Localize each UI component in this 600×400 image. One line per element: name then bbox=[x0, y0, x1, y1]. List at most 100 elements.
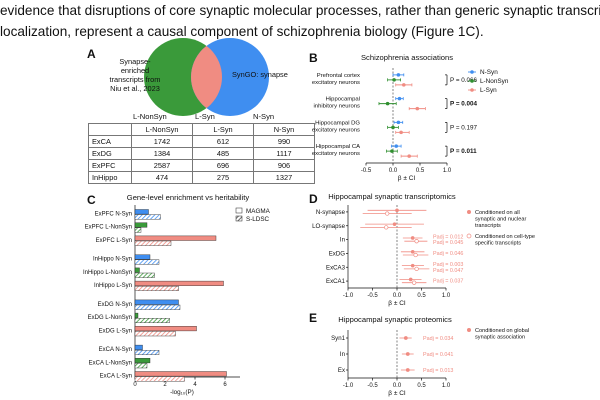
chart-b-point bbox=[394, 144, 399, 148]
panel-label-d: D bbox=[309, 192, 318, 206]
chart-c-x-label: -log₁₀(P) bbox=[170, 389, 194, 396]
chart-c-bar-magma bbox=[134, 371, 227, 377]
transcript-count-table: L-NonSyn L-Syn N-Syn ExCA 1742 612 990 E… bbox=[88, 123, 315, 184]
chart-d-point-all bbox=[410, 236, 415, 240]
chart-e-point bbox=[405, 368, 410, 372]
chart-e-title: Hippocampal synaptic proteomics bbox=[338, 315, 452, 324]
chart-c-bar-magma bbox=[134, 280, 224, 286]
chart-c-bar-sldsc bbox=[134, 214, 161, 220]
table-cell: 1327 bbox=[253, 171, 315, 184]
chart-c-bar-sldsc bbox=[134, 350, 160, 356]
chart-b-point bbox=[407, 154, 412, 158]
chart-d-point-specific bbox=[412, 280, 417, 285]
chart-b-category-label: excitatory neurons bbox=[312, 151, 360, 157]
chart-b-legend-marker bbox=[470, 88, 474, 92]
chart-e-padj-label: Padj = 0.013 bbox=[423, 368, 453, 374]
chart-d-category-label: ExCA1 bbox=[326, 278, 346, 285]
chart-e-padj-label: Padj = 0.034 bbox=[423, 336, 453, 342]
chart-c-bar-sldsc bbox=[134, 304, 181, 310]
chart-c-legend-magma-swatch bbox=[235, 207, 243, 214]
chart-e-padj-label: Padj = 0.041 bbox=[423, 352, 453, 358]
chart-d-category-label: In bbox=[340, 237, 345, 244]
chart-d-point-all bbox=[410, 250, 415, 254]
chart-c-category-label: InHippo N-Syn bbox=[93, 257, 132, 263]
chart-b-point bbox=[385, 101, 390, 106]
table-row: ExPFC 2587 696 906 bbox=[88, 159, 315, 172]
chart-c-bar-magma bbox=[134, 222, 148, 228]
chart-c-bar-sldsc bbox=[134, 272, 155, 278]
venn-left-note-line: enriched bbox=[120, 66, 150, 75]
chart-b-pvalue: P = 0.066 bbox=[450, 77, 478, 84]
chart-e-category-label: Syn1 bbox=[331, 335, 346, 342]
panel-label-e: E bbox=[309, 311, 318, 325]
venn-left-note: Synapse- enriched transcripts from Niu e… bbox=[98, 57, 172, 93]
chart-c-category-label: ExCA L-Syn bbox=[100, 374, 132, 380]
chart-c-bar-sldsc bbox=[134, 240, 172, 246]
chart-b-category-label: Prefrontal cortex bbox=[317, 73, 360, 79]
chart-b-legend-label: L-Syn bbox=[480, 87, 497, 94]
chart-e-legend-label: synaptic association bbox=[475, 335, 525, 341]
chart-d-padj-label: Padj = 0.046 bbox=[433, 251, 463, 257]
chart-b-category-label: excitatory neurons bbox=[312, 127, 360, 133]
chart-d-point-all bbox=[392, 222, 397, 226]
chart-d-point-specific bbox=[414, 266, 419, 272]
chart-b-category-label: Hippocampal CA bbox=[316, 144, 360, 150]
chart-c-bar-sldsc bbox=[134, 331, 176, 337]
chart-c-bar-sldsc bbox=[134, 227, 142, 233]
chart-d-category-label: LO-synapse bbox=[312, 223, 345, 230]
chart-d-padj-label: Padj = 0.045 bbox=[433, 240, 463, 246]
chart-d-point-specific bbox=[385, 211, 390, 216]
chart-d-category-label: N-synapse bbox=[316, 209, 346, 216]
chart-c-x-tick-label: 2 bbox=[163, 382, 167, 388]
chart-b-point bbox=[415, 106, 420, 111]
chart-c-category-label: InHippo L-Syn bbox=[94, 283, 132, 289]
chart-c-x-tick-label: 4 bbox=[193, 382, 197, 388]
chart-d-category-label: ExCA3 bbox=[326, 264, 346, 271]
venn-label-lsyn: L-Syn bbox=[195, 112, 215, 121]
chart-c-bar-magma bbox=[134, 209, 149, 215]
chart-b-point bbox=[397, 96, 402, 101]
chart-e-x-tick-label: 0.0 bbox=[393, 383, 402, 389]
chart-c-category-label: ExPFC L-Syn bbox=[96, 238, 132, 244]
chart-b-point bbox=[402, 83, 406, 87]
intro-paragraph: evidence that disruptions of core synapt… bbox=[0, 0, 600, 42]
venn-label-nsyn: N-Syn bbox=[253, 112, 275, 121]
chart-b-point bbox=[391, 125, 395, 130]
chart-c-category-label: ExDG L-Syn bbox=[99, 328, 132, 334]
chart-e-legend-label: Conditioned on global bbox=[475, 328, 529, 334]
venn-overlap-region bbox=[191, 38, 222, 116]
chart-c-bar-sldsc bbox=[134, 259, 160, 265]
panel-label-b: B bbox=[309, 51, 318, 65]
intro-line-2: localization, represent a causal compone… bbox=[0, 24, 484, 39]
chart-b-category-label: Hippocampal bbox=[326, 97, 360, 103]
venn-left-note-line: Niu et al., 2023 bbox=[110, 84, 160, 93]
chart-e-x-tick-label: -0.5 bbox=[367, 383, 378, 389]
chart-c-bar-magma bbox=[134, 299, 179, 305]
chart-d-x-tick-label: -1.0 bbox=[343, 293, 354, 299]
chart-e-point bbox=[403, 336, 408, 340]
chart-c-bar-magma bbox=[134, 235, 217, 241]
chart-c-bar-magma bbox=[134, 254, 151, 260]
intro-line-1: evidence that disruptions of core synapt… bbox=[0, 3, 600, 18]
chart-c-bar-sldsc bbox=[134, 363, 148, 369]
chart-d-x-label: β ± CI bbox=[388, 300, 406, 307]
chart-d-point-specific bbox=[414, 239, 419, 244]
chart-b-x-tick-label: 0.0 bbox=[389, 168, 398, 174]
chart-b-category-label: excitatory neurons bbox=[312, 80, 360, 86]
chart-d-padj-label: Padj = 0.003 bbox=[433, 262, 463, 268]
chart-c-bar-magma bbox=[134, 312, 139, 318]
venn-label-lnonsyn: L-NonSyn bbox=[133, 112, 167, 121]
chart-d-legend-label: Conditioned on cell-type bbox=[475, 234, 535, 240]
chart-c-bar-magma bbox=[134, 326, 197, 332]
venn-left-note-line: transcripts from bbox=[109, 75, 161, 84]
chart-b-point bbox=[399, 130, 403, 135]
chart-d-legend-label: Conditioned on all bbox=[475, 210, 520, 216]
chart-d-legend-label: specific transcripts bbox=[475, 241, 521, 247]
chart-d-padj-label: Padj = 0.037 bbox=[433, 279, 463, 285]
chart-c-legend-label: MAGMA bbox=[246, 208, 271, 215]
chart-d-x-tick-label: 0.5 bbox=[417, 293, 426, 299]
venn-left-note-line: Synapse- bbox=[119, 57, 151, 66]
chart-c-bar-magma bbox=[134, 267, 140, 273]
chart-c-legend-sldsc-swatch bbox=[235, 215, 243, 222]
